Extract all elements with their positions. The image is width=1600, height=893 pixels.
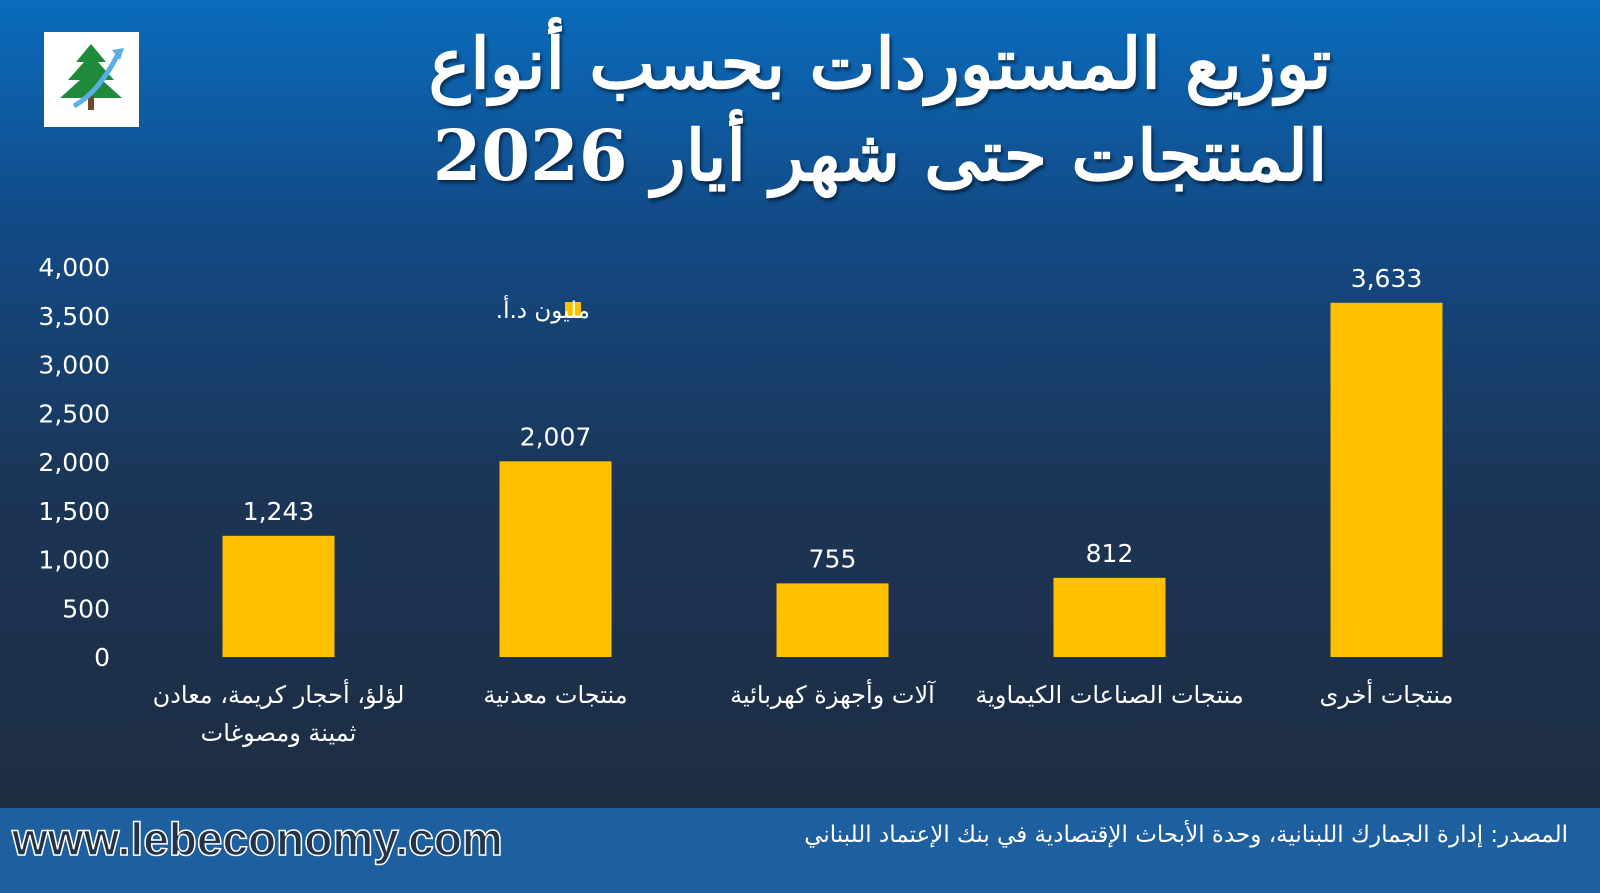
logo-icon xyxy=(60,44,124,110)
legend-label: مليون د.أ. xyxy=(496,295,590,324)
x-tick-label: منتجات أخرى xyxy=(1319,681,1454,709)
y-tick-label: 2,000 xyxy=(38,448,110,477)
x-tick-label: آلات وأجهزة كهربائية xyxy=(730,681,935,709)
bar xyxy=(222,535,335,657)
value-label: 1,243 xyxy=(243,497,315,526)
footer-bar xyxy=(0,808,1600,893)
chart-title: توزيع المستوردات بحسب أنواع المنتجات حتى… xyxy=(428,22,1332,197)
value-label: 812 xyxy=(1086,539,1134,568)
bar xyxy=(499,461,612,657)
x-tick-label: منتجات الصناعات الكيماوية xyxy=(975,681,1244,709)
x-tick-label: منتجات معدنية xyxy=(483,681,628,709)
y-tick-label: 2,500 xyxy=(38,399,110,428)
y-tick-label: 500 xyxy=(62,594,110,623)
source: المصدر: إدارة الجمارك اللبنانية، وحدة ال… xyxy=(804,822,1568,848)
y-tick-label: 4,000 xyxy=(38,253,110,282)
y-tick-label: 3,000 xyxy=(38,351,110,380)
value-label: 3,633 xyxy=(1351,264,1423,293)
website: www.lebeconomy.com xyxy=(11,812,503,866)
x-tick-label: لؤلؤ، أحجار كريمة، معادن ثمينة ومصوغات xyxy=(152,681,405,747)
bar xyxy=(776,583,889,657)
value-label: 755 xyxy=(809,544,857,573)
legend-swatch xyxy=(565,302,581,318)
bar xyxy=(1053,577,1166,657)
y-tick-label: 1,000 xyxy=(38,546,110,575)
y-tick-label: 3,500 xyxy=(38,302,110,331)
value-label: 2,007 xyxy=(520,422,592,451)
y-tick-label: 0 xyxy=(94,643,110,672)
y-tick-label: 1,500 xyxy=(38,497,110,526)
bar xyxy=(1330,302,1443,657)
logo xyxy=(44,32,139,127)
